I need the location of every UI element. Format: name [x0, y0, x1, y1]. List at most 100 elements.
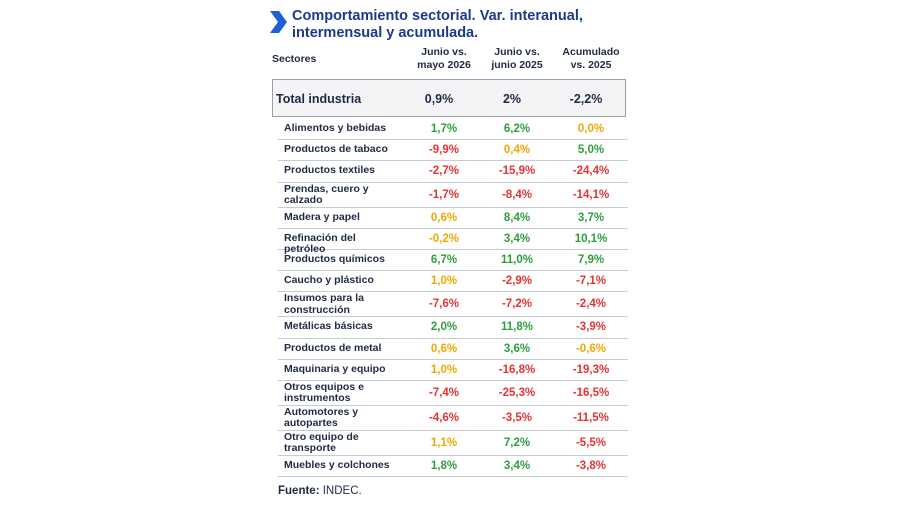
header-sectores: Sectores	[272, 53, 317, 65]
value-cell-1: -7,4%	[428, 386, 460, 399]
header-c1-line2: mayo 2026	[417, 58, 471, 71]
chevron-right-icon	[270, 11, 287, 33]
value-cell-2: -3,5%	[501, 411, 533, 424]
value-cell-1: -0,2%	[428, 232, 460, 245]
total-value-c1: 0,9%	[424, 92, 454, 106]
table-row: Productos químicos 6,7% 11,0% 7,9%	[278, 250, 628, 272]
header-junio-vs-mayo: Junio vs. mayo 2026	[405, 46, 483, 71]
total-label: Total industria	[276, 92, 362, 106]
value-cell-1: 1,0%	[430, 363, 458, 376]
value-cell-3: -0,6%	[575, 342, 607, 355]
sector-label: Otro equipo de transporte	[284, 430, 359, 455]
value-cell-3: -24,4%	[572, 165, 610, 178]
value-cell-2: -2,9%	[501, 275, 533, 288]
value-cell-2: -25,3%	[498, 386, 536, 399]
title-line-2: intermensual y acumulada.	[292, 25, 479, 41]
sector-label: Productos químicos	[284, 252, 385, 265]
value-cell-1: 1,1%	[430, 436, 458, 449]
sector-label: Insumos para la construcción	[284, 292, 364, 316]
total-value-c3: -2,2%	[569, 92, 603, 106]
value-cell-3: -2,4%	[575, 298, 607, 311]
table-row: Maquinaria y equipo 1,0% -16,8% -19,3%	[278, 360, 628, 381]
sector-label: Productos de tabaco	[284, 143, 388, 156]
value-cell-2: -8,4%	[501, 188, 533, 201]
table-row: Automotores y autopartes -4,6% -3,5% -11,5%	[278, 406, 628, 431]
value-cell-3: -7,1%	[575, 275, 607, 288]
table-row: Refinación del petróleo -0,2% 3,4% 10,1%	[278, 229, 628, 255]
header-c2-line1: Junio vs.	[494, 46, 540, 58]
source-value: INDEC.	[322, 485, 362, 497]
sector-label: Alimentos y bebidas	[284, 122, 387, 134]
sector-label: Prendas, cuero y calzado	[284, 182, 369, 207]
header-acumulado: Acumulado vs. 2025	[552, 46, 630, 71]
value-cell-1: 2,0%	[430, 321, 458, 334]
value-cell-1: 0,6%	[430, 211, 458, 224]
value-cell-3: -11,5%	[573, 411, 609, 424]
header-junio-vs-junio: Junio vs. junio 2025	[478, 46, 556, 71]
header-c1-line1: Junio vs.	[421, 46, 467, 58]
value-cell-1: -4,6%	[428, 411, 460, 424]
table-row: Otros equipos e instrumentos -7,4% -25,3% -…	[278, 381, 628, 406]
value-cell-1: 1,8%	[430, 459, 458, 472]
value-cell-2: 11,0%	[501, 253, 533, 266]
table-row: Productos de tabaco -9,9% 0,4% 5,0%	[278, 140, 628, 162]
sector-label: Madera y papel	[284, 210, 360, 223]
value-cell-2: -16,8%	[498, 363, 536, 376]
value-cell-1: 0,6%	[430, 342, 458, 355]
value-cell-2: 6,2%	[503, 123, 531, 135]
value-cell-1: -1,7%	[428, 188, 460, 201]
source-note: Fuente: INDEC.	[278, 485, 362, 497]
sector-label: Maquinaria y equipo	[284, 362, 386, 375]
sector-label: Otros equipos e instrumentos	[284, 380, 364, 405]
value-cell-2: -15,9%	[498, 165, 536, 178]
sector-label: Caucho y plástico	[284, 274, 374, 287]
table-row: Caucho y plástico 1,0% -2,9% -7,1%	[278, 271, 628, 293]
value-cell-3: 5,0%	[577, 144, 605, 157]
sector-label: Automotores y autopartes	[284, 405, 359, 430]
value-cell-3: 0,0%	[577, 123, 605, 135]
value-cell-2: -7,2%	[501, 298, 533, 311]
value-cell-2: 8,4%	[503, 211, 531, 224]
value-cell-1: 1,0%	[430, 275, 458, 288]
table-row: Muebles y colchones 1,8% 3,4% -3,8%	[278, 456, 628, 478]
value-cell-3: -14,1%	[572, 188, 610, 201]
value-cell-3: -5,5%	[575, 436, 607, 449]
table-row: Metálicas básicas 2,0% 11,8% -3,9%	[278, 317, 628, 339]
value-cell-3: -3,9%	[575, 321, 607, 334]
sector-label: Productos textiles	[284, 164, 376, 177]
title-line-1: Comportamiento sectorial. Var. interanua…	[292, 8, 583, 24]
sector-rows: Alimentos y bebidas 1,7% 6,2% 0,0% Productos…	[278, 119, 628, 478]
value-cell-2: 3,6%	[503, 342, 531, 355]
header-c3-line2: vs. 2025	[570, 58, 612, 71]
value-cell-3: 3,7%	[577, 211, 605, 224]
table-row: Productos de metal 0,6% 3,6% -0,6%	[278, 339, 628, 360]
value-cell-1: -9,9%	[428, 144, 460, 157]
value-cell-1: 6,7%	[430, 253, 458, 266]
value-cell-3: -16,5%	[572, 386, 610, 399]
total-industria-row: Total industria 0,9% 2% -2,2%	[272, 79, 626, 117]
source-label: Fuente:	[278, 485, 320, 497]
value-cell-1: -7,6%	[428, 298, 460, 311]
value-cell-1: 1,7%	[430, 123, 458, 135]
sector-label: Productos de metal	[284, 341, 382, 354]
value-cell-2: 7,2%	[503, 436, 531, 449]
value-cell-2: 3,4%	[503, 459, 531, 472]
table-row: Insumos para la construcción -7,6% -7,2% -2…	[278, 292, 628, 318]
value-cell-1: -2,7%	[428, 165, 460, 178]
sector-label: Muebles y colchones	[284, 458, 390, 471]
header-c2-line2: junio 2025	[491, 58, 543, 71]
table-row: Madera y papel 0,6% 8,4% 3,7%	[278, 208, 628, 229]
value-cell-2: 11,8%	[501, 321, 533, 334]
table-row: Prendas, cuero y calzado -1,7% -8,4% -14,1%	[278, 183, 628, 208]
value-cell-3: 10,1%	[574, 232, 608, 245]
value-cell-2: 0,4%	[503, 144, 531, 157]
value-cell-2: 3,4%	[503, 232, 531, 245]
table-title: Comportamiento sectorial. Var. interanua…	[292, 8, 622, 42]
table-row: Productos textiles -2,7% -15,9% -24,4%	[278, 161, 628, 183]
sector-label: Metálicas básicas	[284, 320, 373, 333]
header-c3-line1: Acumulado	[562, 46, 620, 58]
sector-label: Refinación del petróleo	[284, 231, 356, 256]
value-cell-3: -3,8%	[575, 459, 607, 472]
table-row: Otro equipo de transporte 1,1% 7,2% -5,5%	[278, 431, 628, 456]
total-value-c2: 2%	[502, 92, 522, 106]
